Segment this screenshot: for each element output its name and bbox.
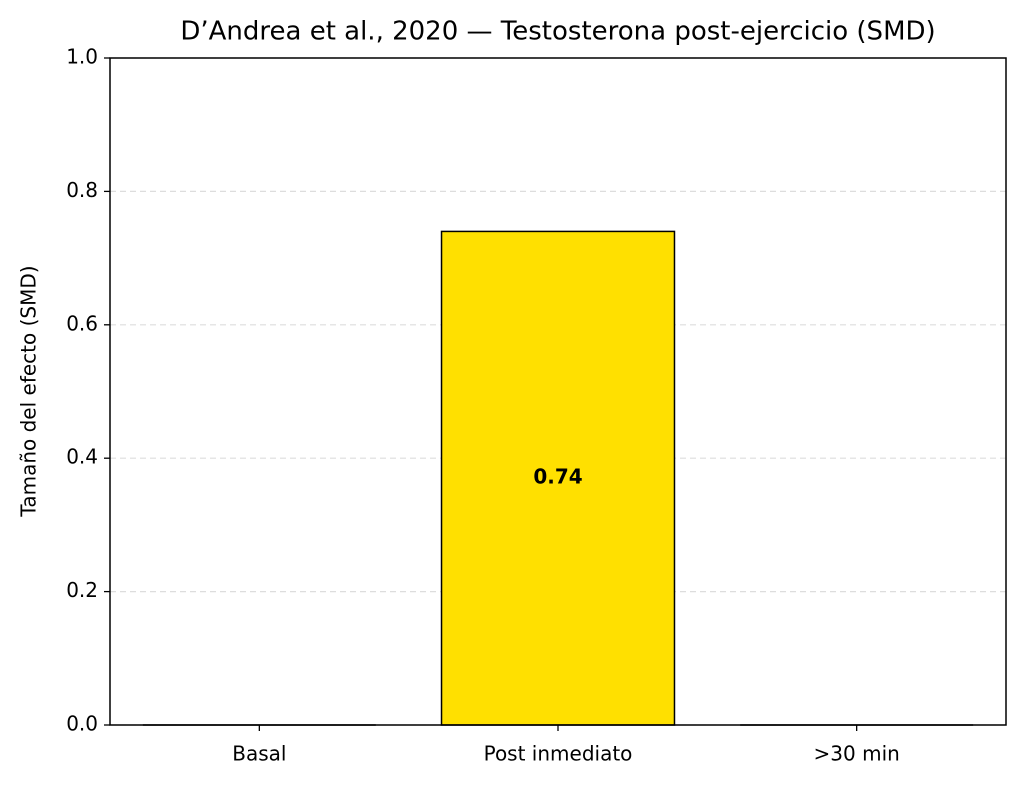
y-tick-label: 0.6 xyxy=(66,311,98,335)
value-label: 0.74 xyxy=(533,465,582,489)
y-tick-label: 0.0 xyxy=(66,712,98,736)
y-tick-label: 0.4 xyxy=(66,445,98,469)
y-tick-label: 1.0 xyxy=(66,45,98,69)
x-tick-label: >30 min xyxy=(814,742,900,766)
y-tick-label: 0.2 xyxy=(66,578,98,602)
plot-frame xyxy=(109,57,1007,726)
chart-title: D’Andrea et al., 2020 — Testosterona pos… xyxy=(180,17,935,47)
x-tick-label: Basal xyxy=(232,742,286,766)
y-axis-label: Tamaño del efecto (SMD) xyxy=(17,265,41,517)
y-tick-label: 0.8 xyxy=(66,178,98,202)
x-tick-label: Post inmediato xyxy=(484,742,633,766)
bar xyxy=(440,230,676,726)
